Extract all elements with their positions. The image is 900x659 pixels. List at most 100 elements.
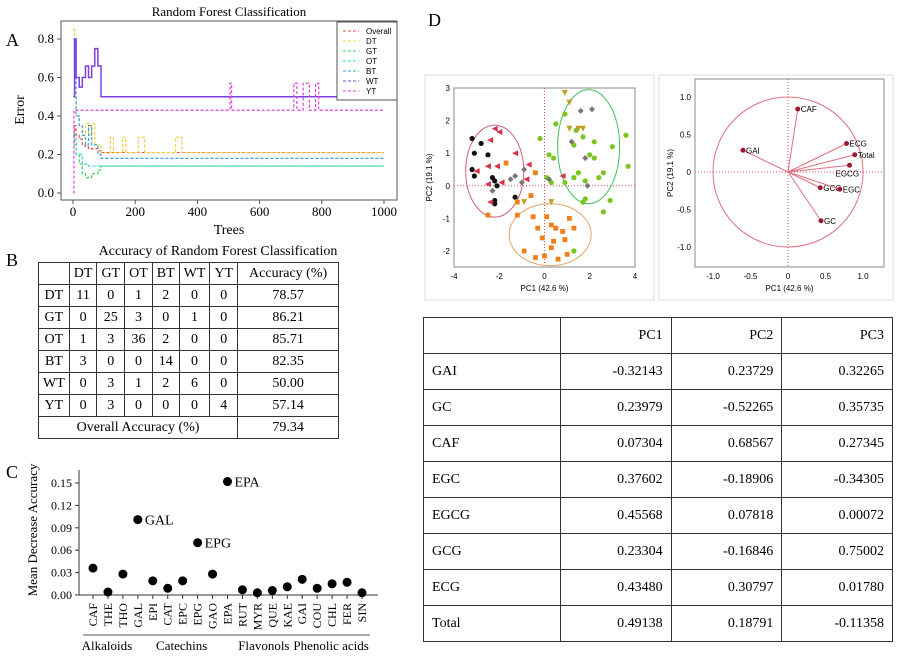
data-point [267,586,277,596]
table-cell: 85.71 [237,328,340,351]
score-point [560,229,565,234]
loading-plot-frame [694,78,885,268]
y-tick-label: 1.0 [680,93,692,102]
group-label: Alkaloids [82,638,133,653]
data-point [237,585,247,595]
column-header: DT [68,262,98,285]
y-tick-label: 0.2 [38,147,54,162]
loading-label: GC [824,217,836,226]
score-point [471,150,477,156]
point-label: EPA [235,476,261,491]
y-tick-label: 3 [446,84,451,93]
score-point [491,125,498,132]
legend-entry: GT [366,47,377,56]
score-point [535,225,541,231]
series-line-bt [73,38,384,159]
data-point [223,477,232,487]
loading-label: Total [858,151,875,160]
loading-point [795,106,801,112]
x-tick-label: 400 [188,204,208,219]
x-tick-label: EPA [221,603,235,625]
table-row: Total 0.49138 0.18791 -0.11358 [423,605,893,642]
table-cell: -0.32143 [560,353,672,390]
table-cell: 0.35735 [781,389,893,426]
y-tick-label: 0.4 [38,108,55,123]
score-point [566,125,573,132]
overall-accuracy-value: 79.34 [237,416,340,439]
column-header: YT [209,262,239,285]
score-point [571,175,577,181]
pca-loadings-table: PC1 PC2 PC3 GAI -0.32143 0.23729 0.32265 GC 0.23… [423,317,893,642]
table-row: DT 11 0 1 2 0 0 78.57 [38,284,340,307]
x-tick-label: 0 [542,272,547,281]
column-header: WT [178,262,211,285]
score-point [528,193,534,198]
score-point [566,216,572,221]
data-point [208,569,218,579]
score-point [623,132,629,138]
score-point [478,140,484,147]
x-tick-label: 1000 [371,204,397,219]
legend-box [336,21,398,101]
score-point [625,163,631,169]
score-point [548,199,555,206]
score-point [546,152,552,158]
x-tick-label: -2 [496,272,504,281]
loading-label: GAI [746,146,760,155]
x-tick-label: GAO [206,603,220,629]
score-point [492,201,498,207]
group-label: Phenolic acids [293,638,368,653]
score-point [518,179,525,186]
score-point [579,125,586,132]
score-point [512,150,519,157]
loading-label: ECG [850,140,867,149]
score-point [539,235,545,241]
loading-vector [787,143,847,173]
legend-entry: OT [366,57,377,66]
x-tick-label: CHL [325,603,339,627]
table-cell: -0.34305 [781,461,893,498]
score-point [562,179,568,186]
score-point [562,237,568,242]
y-tick-label: 0.0 [38,185,54,200]
y-tick-label: 0.03 [51,566,72,580]
score-point [580,199,586,205]
x-tick-label: THE [101,603,115,626]
table-row: WT 0 3 1 2 6 0 50.00 [38,372,340,395]
overall-accuracy-label: Overall Accuracy (%) [37,416,239,439]
column-header [423,317,561,354]
score-point [582,155,589,162]
table-cell: GT [38,306,70,329]
legend-entry: DT [366,37,377,46]
loading-point [852,152,858,158]
x-tick-label: QUE [265,603,279,628]
score-point [607,197,613,204]
y-tick-label: -0.5 [677,206,691,215]
score-point [600,209,606,215]
data-point [88,563,98,573]
x-tick-label: -0.5 [744,272,758,281]
score-point [553,225,559,231]
loading-vector [787,108,799,173]
table-row: CAF 0.07304 0.68567 0.27345 [423,425,893,462]
table-cell: -0.52265 [670,389,783,426]
y-tick-label: -1.0 [677,243,691,252]
score-point [521,248,527,254]
score-point [544,214,550,220]
loading-point [818,218,824,224]
score-point [548,222,554,228]
table-cell: EGCG [423,497,561,534]
x-tick-label: 4 [633,272,638,281]
y-axis-label: PC2 (19.1 %) [666,149,675,197]
x-tick-label: KAE [280,603,294,628]
score-point [580,134,586,140]
score-point [564,251,570,257]
y-tick-label: 0 [446,182,451,191]
score-point [551,238,556,244]
table-cell: 0.45568 [560,497,672,534]
table-cell: CAF [423,425,561,462]
data-point [327,579,337,589]
loading-vector [787,171,821,189]
data-point [193,538,203,548]
y-axis-label: PC2 (19.1 %) [425,153,434,201]
